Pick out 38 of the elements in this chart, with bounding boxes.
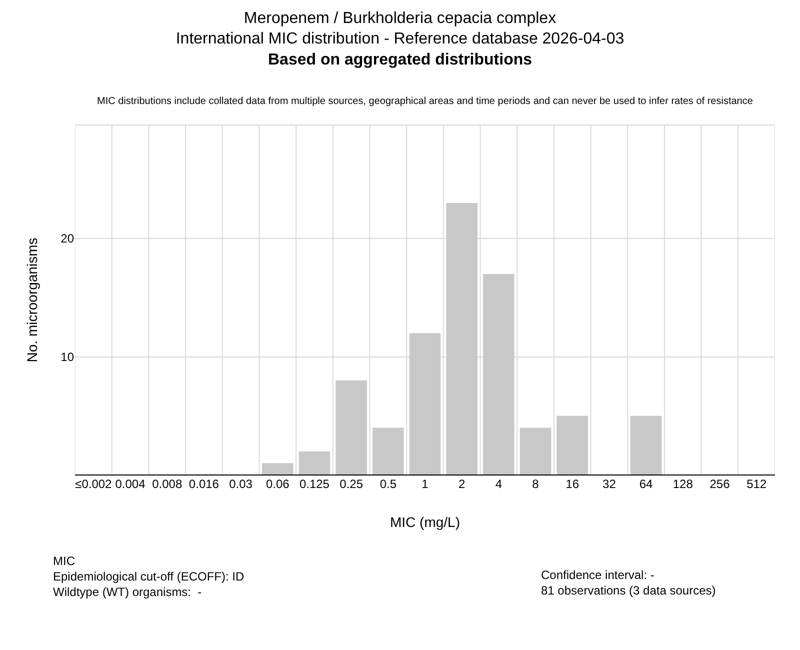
bar — [630, 416, 662, 475]
bar — [446, 203, 478, 475]
bar — [409, 333, 441, 475]
bar — [372, 428, 404, 475]
x-tick-label: 0.004 — [115, 477, 146, 491]
x-tick-label: 0.25 — [340, 477, 364, 491]
x-tick-label: 16 — [566, 477, 580, 491]
y-tick-label: 20 — [60, 232, 74, 246]
x-axis-title: MIC (mg/L) — [390, 514, 460, 530]
x-tick-label: 0.5 — [380, 477, 397, 491]
x-tick-label: 1 — [422, 477, 429, 491]
x-tick-label: 64 — [639, 477, 654, 491]
x-tick-label: 2 — [458, 477, 466, 491]
text: MIC distributions include collated data from multiple sources, geographical areas and time periods and can never be used to infer rates of resistance — [97, 96, 754, 107]
bar — [298, 451, 330, 475]
x-tick-label: 4 — [495, 477, 502, 491]
x-tick-label: 32 — [602, 477, 616, 491]
x-tick-label: 0.008 — [152, 477, 182, 491]
y-tick-label: 10 — [60, 350, 74, 364]
bar — [336, 380, 367, 475]
x-tick-label: 0.016 — [188, 477, 220, 491]
chart-subtitle: Based on aggregated distributions — [268, 51, 532, 68]
chart-title: Meropenem / Burkholderia cepacia complex International MIC distribution - Reference database 2026-04-03 — [176, 10, 624, 48]
x-tick-label: 128 — [672, 477, 694, 491]
x-tick-label: ≤0.002 — [75, 477, 112, 491]
bar — [262, 463, 294, 475]
text: Confidence interval: - 81 observations (3 data sources) — [541, 568, 716, 598]
text: MIC Epidemiological cut-off (ECOFF): ID Wildtype (WT) organisms: - — [53, 554, 244, 600]
bar — [520, 428, 552, 475]
x-tick-label: 8 — [532, 477, 540, 491]
x-tick-label: 0.03 — [229, 477, 253, 491]
bar — [556, 416, 588, 475]
x-tick-label: 0.06 — [266, 477, 290, 491]
x-tick-label: 512 — [746, 477, 767, 491]
y-axis-title: No. microorganisms — [24, 238, 40, 362]
x-tick-label: 0.125 — [299, 477, 330, 491]
x-tick-label: 256 — [710, 477, 730, 491]
bar — [483, 274, 514, 475]
